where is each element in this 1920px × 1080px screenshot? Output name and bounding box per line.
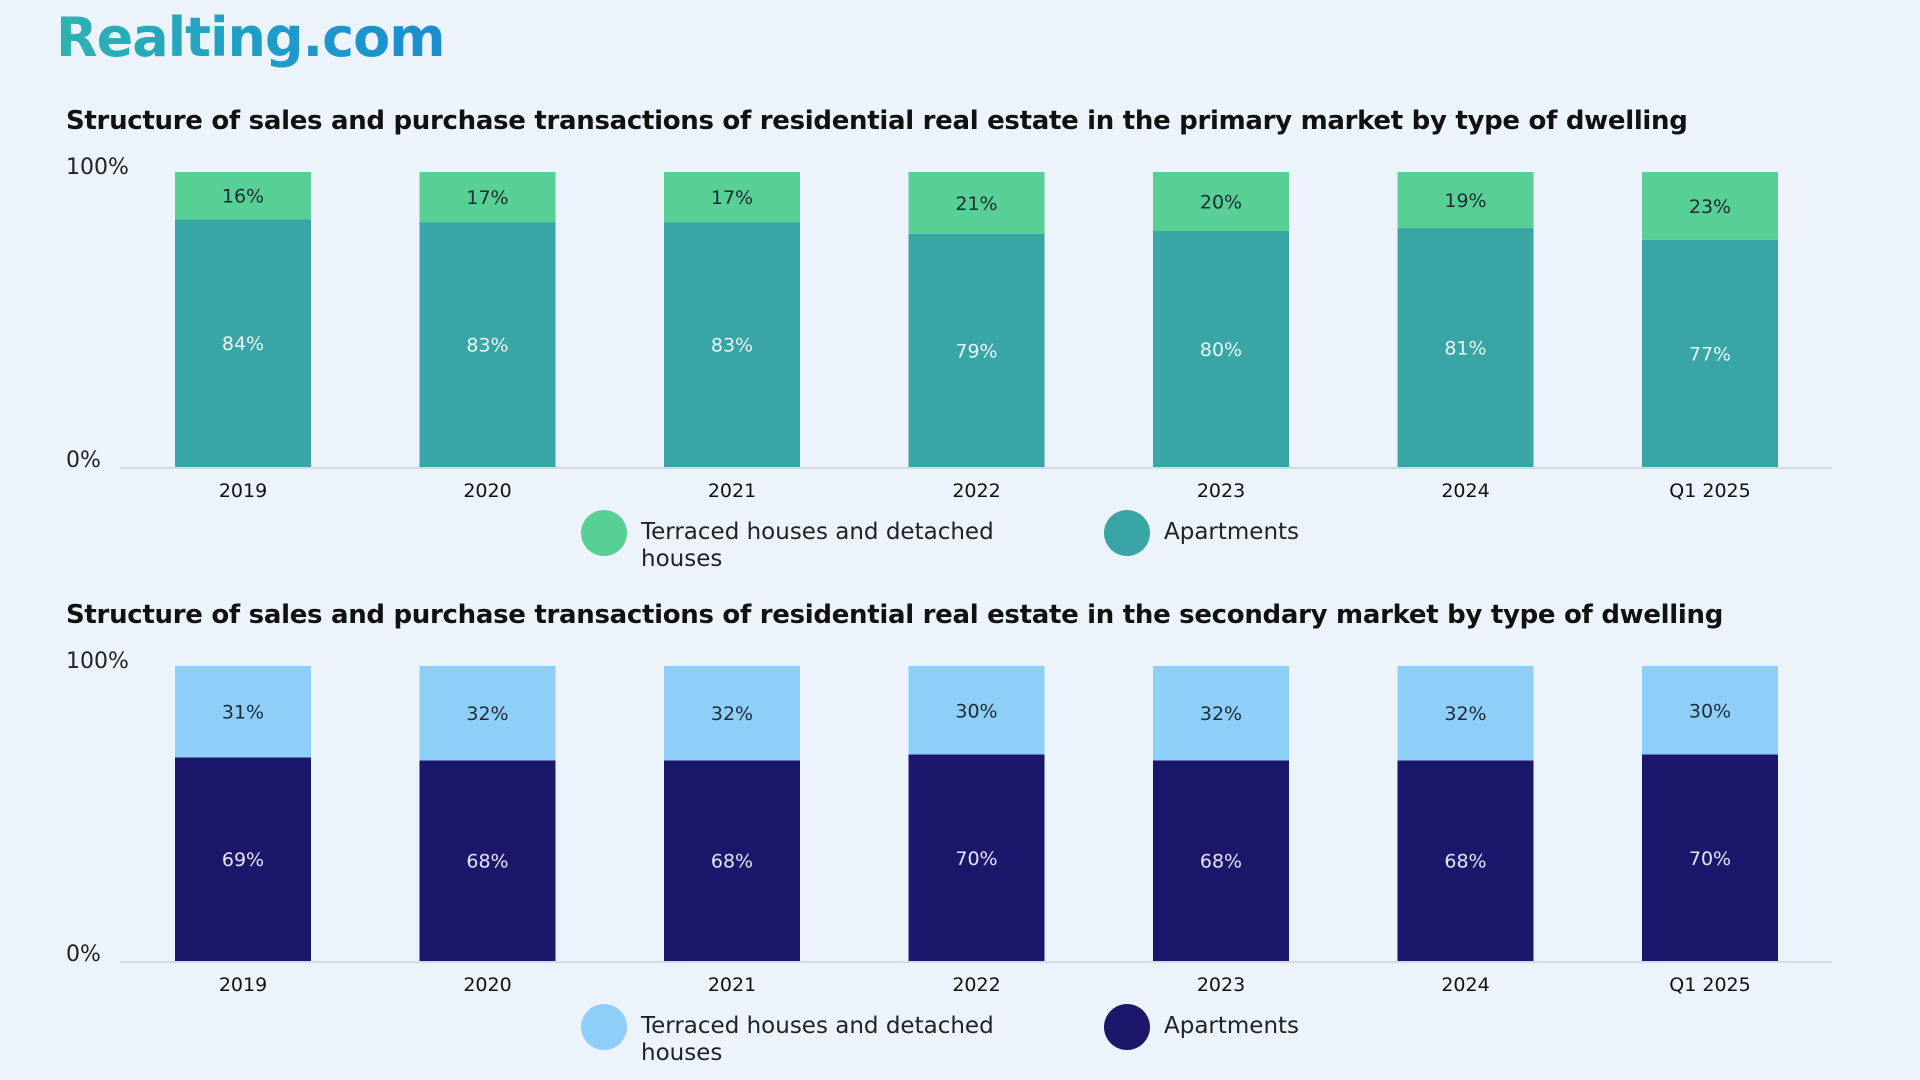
secondary-bar-apartments-2020 (419, 760, 556, 961)
secondary-x-tick-q1-2025: Q1 2025 (1669, 974, 1750, 996)
primary-x-tick-2020: 2020 (463, 480, 511, 502)
primary-label-apartments-2021: 83% (711, 335, 753, 357)
secondary-legend-houses-swatch (581, 1004, 627, 1050)
primary-x-tick-q1-2025: Q1 2025 (1669, 480, 1750, 502)
primary-label-houses-2019: 16% (222, 186, 264, 208)
secondary-bar-apartments-2023 (1153, 760, 1289, 961)
secondary-label-houses-2022: 30% (955, 700, 997, 722)
secondary-bar-houses-2024 (1397, 666, 1534, 761)
primary-chart-title: Structure of sales and purchase transact… (66, 106, 1688, 136)
primary-y-tick-max: 100% (66, 155, 129, 180)
primary-label-apartments-2022: 79% (955, 340, 997, 362)
secondary-label-houses-q1-2025: 30% (1689, 700, 1731, 722)
primary-label-houses-2024: 19% (1444, 190, 1486, 212)
secondary-bar-houses-2020 (419, 666, 556, 761)
primary-bar-houses-q1-2025 (1642, 172, 1778, 240)
primary-label-houses-2022: 21% (955, 193, 997, 215)
secondary-label-apartments-2019: 69% (222, 849, 264, 871)
primary-bar-houses-2020 (419, 172, 556, 223)
secondary-bar-houses-2023 (1153, 666, 1289, 761)
primary-legend-apartments-swatch (1104, 510, 1150, 556)
primary-bar-houses-2024 (1397, 172, 1534, 229)
secondary-bar-apartments-q1-2025 (1642, 754, 1778, 961)
secondary-bar-houses-2019 (175, 666, 311, 758)
secondary-legend-houses-line1: Terraced houses and detached (640, 1013, 994, 1039)
secondary-label-houses-2021: 32% (711, 703, 753, 725)
secondary-label-apartments-q1-2025: 70% (1689, 848, 1731, 870)
secondary-market-chart: 100% 0% 69% 31% 2019 68% 32% 2020 68% 32% 2021 70% 3… (66, 649, 1832, 1066)
secondary-legend-apartments-swatch (1104, 1004, 1150, 1050)
primary-y-tick-min: 0% (66, 448, 101, 473)
primary-label-apartments-2019: 84% (222, 333, 264, 355)
primary-bar-houses-2023 (1153, 172, 1289, 231)
primary-legend-houses-line1: Terraced houses and detached (640, 519, 994, 545)
primary-label-apartments-2020: 83% (466, 335, 508, 357)
primary-bar-houses-2022 (908, 172, 1045, 234)
secondary-label-apartments-2021: 68% (711, 851, 753, 873)
secondary-label-houses-2023: 32% (1200, 703, 1242, 725)
primary-label-houses-2023: 20% (1200, 192, 1242, 214)
secondary-y-tick-max: 100% (66, 649, 129, 674)
secondary-x-tick-2021: 2021 (708, 974, 756, 996)
secondary-x-tick-2023: 2023 (1197, 974, 1245, 996)
primary-bar-apartments-2020 (419, 222, 556, 467)
primary-market-chart: 100% 0% 84% 16% 2019 83% 17% 2020 83% 17% 2021 79% 2… (66, 155, 1832, 572)
secondary-x-tick-2020: 2020 (463, 974, 511, 996)
secondary-legend-apartments: Apartments (1164, 1013, 1299, 1039)
primary-label-houses-2021: 17% (711, 187, 753, 209)
secondary-label-houses-2024: 32% (1444, 703, 1486, 725)
primary-x-tick-2019: 2019 (219, 480, 267, 502)
primary-label-apartments-2023: 80% (1200, 339, 1242, 361)
secondary-chart-title: Structure of sales and purchase transact… (66, 600, 1724, 630)
primary-label-houses-2020: 17% (466, 187, 508, 209)
secondary-bar-houses-2022 (908, 666, 1045, 755)
secondary-label-houses-2020: 32% (466, 703, 508, 725)
primary-bar-apartments-2019 (175, 219, 311, 467)
primary-x-tick-2022: 2022 (952, 480, 1000, 502)
secondary-bar-apartments-2024 (1397, 760, 1534, 961)
primary-bar-apartments-2022 (908, 233, 1045, 467)
primary-legend-houses-line2: houses (641, 546, 722, 572)
primary-label-apartments-q1-2025: 77% (1689, 343, 1731, 365)
secondary-x-tick-2019: 2019 (219, 974, 267, 996)
primary-label-apartments-2024: 81% (1444, 338, 1486, 360)
secondary-label-apartments-2020: 68% (466, 851, 508, 873)
primary-bar-apartments-2021 (664, 222, 800, 467)
primary-x-tick-2023: 2023 (1197, 480, 1245, 502)
secondary-label-apartments-2024: 68% (1444, 851, 1486, 873)
primary-bar-apartments-2024 (1397, 228, 1534, 467)
secondary-bar-apartments-2022 (908, 754, 1045, 961)
primary-bar-apartments-2023 (1153, 231, 1289, 467)
secondary-legend-houses-line2: houses (641, 1040, 722, 1066)
primary-bar-houses-2021 (664, 172, 800, 223)
realting-logo: Realting.com (56, 6, 445, 69)
primary-x-tick-2024: 2024 (1441, 480, 1489, 502)
secondary-bar-apartments-2019 (175, 757, 311, 961)
secondary-bar-apartments-2021 (664, 760, 800, 961)
secondary-bar-houses-q1-2025 (1642, 666, 1778, 755)
primary-bar-houses-2019 (175, 172, 311, 220)
primary-bar-apartments-q1-2025 (1642, 239, 1778, 467)
secondary-label-apartments-2023: 68% (1200, 851, 1242, 873)
secondary-x-tick-2022: 2022 (952, 974, 1000, 996)
secondary-label-apartments-2022: 70% (955, 848, 997, 870)
primary-legend-apartments: Apartments (1164, 519, 1299, 545)
primary-x-tick-2021: 2021 (708, 480, 756, 502)
secondary-bar-houses-2021 (664, 666, 800, 761)
secondary-label-houses-2019: 31% (222, 702, 264, 724)
primary-legend-houses-swatch (581, 510, 627, 556)
secondary-y-tick-min: 0% (66, 942, 101, 967)
secondary-x-tick-2024: 2024 (1441, 974, 1489, 996)
primary-label-houses-q1-2025: 23% (1689, 196, 1731, 218)
